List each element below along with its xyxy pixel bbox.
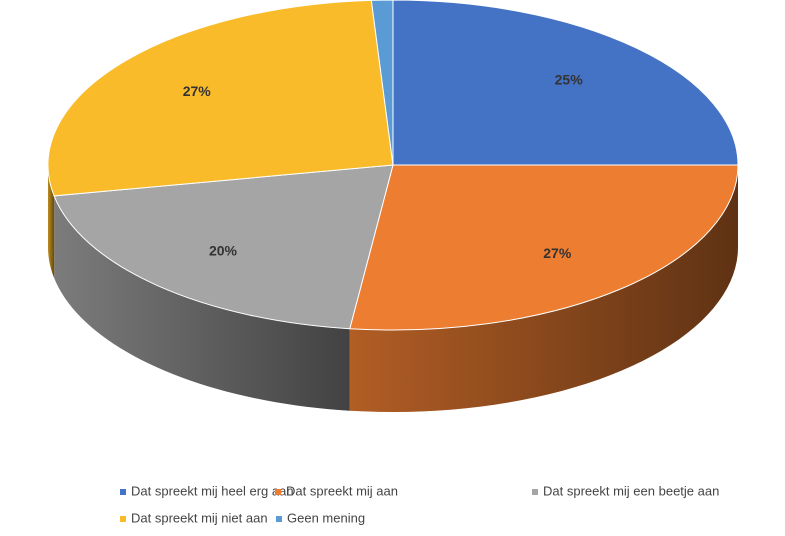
slice-side-shade xyxy=(349,165,738,412)
legend-swatch xyxy=(120,489,126,495)
legend-label: Dat spreekt mij een beetje aan xyxy=(543,483,719,498)
slice xyxy=(47,0,394,197)
slice xyxy=(349,164,739,331)
data-label: 20% xyxy=(209,242,238,258)
slice-side-shade xyxy=(54,195,350,411)
legend-label: Dat spreekt mij heel erg aan xyxy=(131,483,294,498)
legend-label: Geen mening xyxy=(287,510,365,525)
legend-label: Dat spreekt mij niet aan xyxy=(131,510,268,525)
legend-label: Dat spreekt mij aan xyxy=(286,483,398,498)
slice xyxy=(53,164,394,330)
legend-swatch xyxy=(275,489,281,495)
legend-swatch xyxy=(532,489,538,495)
data-label: 25% xyxy=(555,72,584,88)
legend-swatch xyxy=(276,516,282,522)
legend-swatch xyxy=(120,516,126,522)
slice xyxy=(370,0,394,166)
data-label: 27% xyxy=(543,245,572,261)
slice xyxy=(392,0,739,166)
data-label: 27% xyxy=(183,83,212,99)
